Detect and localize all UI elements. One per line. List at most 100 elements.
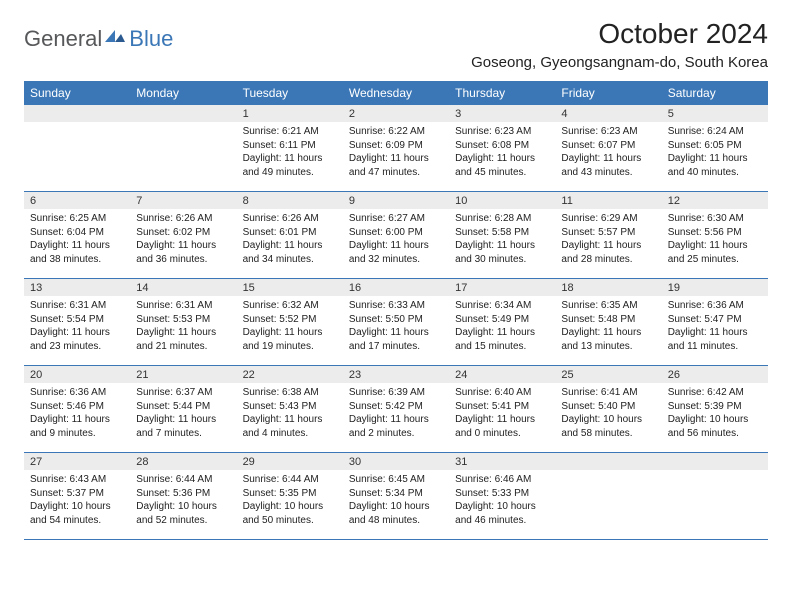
day-details: Sunrise: 6:33 AMSunset: 5:50 PMDaylight:…	[343, 296, 449, 357]
day-cell: 29Sunrise: 6:44 AMSunset: 5:35 PMDayligh…	[237, 453, 343, 539]
day-number: 15	[237, 279, 343, 296]
day-cell: 11Sunrise: 6:29 AMSunset: 5:57 PMDayligh…	[555, 192, 661, 278]
day-detail-line: and 21 minutes.	[136, 340, 230, 354]
day-cell	[130, 105, 236, 191]
day-number: 4	[555, 105, 661, 122]
day-detail-line: Sunrise: 6:24 AM	[668, 125, 762, 139]
day-detail-line: Daylight: 11 hours	[243, 152, 337, 166]
day-detail-line: and 50 minutes.	[243, 514, 337, 528]
day-details: Sunrise: 6:24 AMSunset: 6:05 PMDaylight:…	[662, 122, 768, 183]
day-cell: 13Sunrise: 6:31 AMSunset: 5:54 PMDayligh…	[24, 279, 130, 365]
day-detail-line: Sunset: 6:11 PM	[243, 139, 337, 153]
day-cell: 21Sunrise: 6:37 AMSunset: 5:44 PMDayligh…	[130, 366, 236, 452]
day-number-empty	[555, 453, 661, 470]
day-detail-line: and 54 minutes.	[30, 514, 124, 528]
day-detail-line: Daylight: 11 hours	[668, 239, 762, 253]
day-number: 2	[343, 105, 449, 122]
day-detail-line: and 2 minutes.	[349, 427, 443, 441]
day-details: Sunrise: 6:34 AMSunset: 5:49 PMDaylight:…	[449, 296, 555, 357]
day-number: 8	[237, 192, 343, 209]
day-detail-line: Sunset: 6:05 PM	[668, 139, 762, 153]
day-detail-line: Daylight: 11 hours	[455, 152, 549, 166]
day-cell: 8Sunrise: 6:26 AMSunset: 6:01 PMDaylight…	[237, 192, 343, 278]
day-detail-line: Daylight: 10 hours	[455, 500, 549, 514]
day-number-empty	[24, 105, 130, 122]
day-detail-line: Sunset: 5:36 PM	[136, 487, 230, 501]
day-cell: 18Sunrise: 6:35 AMSunset: 5:48 PMDayligh…	[555, 279, 661, 365]
day-cell: 31Sunrise: 6:46 AMSunset: 5:33 PMDayligh…	[449, 453, 555, 539]
day-detail-line: Daylight: 11 hours	[243, 326, 337, 340]
day-cell: 22Sunrise: 6:38 AMSunset: 5:43 PMDayligh…	[237, 366, 343, 452]
day-detail-line: Sunrise: 6:43 AM	[30, 473, 124, 487]
day-detail-line: and 40 minutes.	[668, 166, 762, 180]
day-detail-line: and 7 minutes.	[136, 427, 230, 441]
day-detail-line: Sunset: 5:57 PM	[561, 226, 655, 240]
day-detail-line: Sunset: 5:33 PM	[455, 487, 549, 501]
day-cell: 23Sunrise: 6:39 AMSunset: 5:42 PMDayligh…	[343, 366, 449, 452]
day-number: 26	[662, 366, 768, 383]
day-details: Sunrise: 6:21 AMSunset: 6:11 PMDaylight:…	[237, 122, 343, 183]
day-details: Sunrise: 6:46 AMSunset: 5:33 PMDaylight:…	[449, 470, 555, 531]
day-header-sat: Saturday	[662, 81, 768, 105]
day-cell	[662, 453, 768, 539]
day-details: Sunrise: 6:28 AMSunset: 5:58 PMDaylight:…	[449, 209, 555, 270]
day-detail-line: Sunrise: 6:39 AM	[349, 386, 443, 400]
day-detail-line: Daylight: 11 hours	[30, 239, 124, 253]
calendar-page: General Blue October 2024 Goseong, Gyeon…	[0, 0, 792, 558]
logo: General Blue	[24, 26, 173, 52]
day-cell: 4Sunrise: 6:23 AMSunset: 6:07 PMDaylight…	[555, 105, 661, 191]
day-details: Sunrise: 6:37 AMSunset: 5:44 PMDaylight:…	[130, 383, 236, 444]
day-detail-line: and 52 minutes.	[136, 514, 230, 528]
day-number: 6	[24, 192, 130, 209]
day-detail-line: and 23 minutes.	[30, 340, 124, 354]
day-detail-line: Daylight: 11 hours	[30, 413, 124, 427]
day-header-mon: Monday	[130, 81, 236, 105]
day-cell: 24Sunrise: 6:40 AMSunset: 5:41 PMDayligh…	[449, 366, 555, 452]
day-detail-line: Sunset: 5:37 PM	[30, 487, 124, 501]
day-detail-line: and 30 minutes.	[455, 253, 549, 267]
day-number: 31	[449, 453, 555, 470]
day-detail-line: and 13 minutes.	[561, 340, 655, 354]
day-headers: Sunday Monday Tuesday Wednesday Thursday…	[24, 81, 768, 105]
day-header-sun: Sunday	[24, 81, 130, 105]
day-detail-line: Sunrise: 6:36 AM	[30, 386, 124, 400]
week-row: 13Sunrise: 6:31 AMSunset: 5:54 PMDayligh…	[24, 279, 768, 366]
day-details: Sunrise: 6:35 AMSunset: 5:48 PMDaylight:…	[555, 296, 661, 357]
calendar: Sunday Monday Tuesday Wednesday Thursday…	[24, 81, 768, 540]
day-header-fri: Friday	[555, 81, 661, 105]
day-detail-line: Daylight: 11 hours	[561, 152, 655, 166]
day-detail-line: Sunset: 5:53 PM	[136, 313, 230, 327]
day-number: 9	[343, 192, 449, 209]
day-detail-line: Daylight: 10 hours	[30, 500, 124, 514]
day-detail-line: and 17 minutes.	[349, 340, 443, 354]
day-details: Sunrise: 6:36 AMSunset: 5:47 PMDaylight:…	[662, 296, 768, 357]
day-cell: 3Sunrise: 6:23 AMSunset: 6:08 PMDaylight…	[449, 105, 555, 191]
day-detail-line: Sunrise: 6:33 AM	[349, 299, 443, 313]
day-cell: 9Sunrise: 6:27 AMSunset: 6:00 PMDaylight…	[343, 192, 449, 278]
day-detail-line: Sunrise: 6:25 AM	[30, 212, 124, 226]
day-cell	[555, 453, 661, 539]
day-detail-line: Sunrise: 6:23 AM	[455, 125, 549, 139]
day-detail-line: Sunrise: 6:29 AM	[561, 212, 655, 226]
day-cell: 10Sunrise: 6:28 AMSunset: 5:58 PMDayligh…	[449, 192, 555, 278]
logo-flag-icon	[105, 28, 125, 51]
day-details: Sunrise: 6:43 AMSunset: 5:37 PMDaylight:…	[24, 470, 130, 531]
day-detail-line: Daylight: 11 hours	[561, 239, 655, 253]
day-number: 19	[662, 279, 768, 296]
day-detail-line: Daylight: 11 hours	[668, 152, 762, 166]
day-details: Sunrise: 6:39 AMSunset: 5:42 PMDaylight:…	[343, 383, 449, 444]
day-detail-line: and 36 minutes.	[136, 253, 230, 267]
day-detail-line: and 46 minutes.	[455, 514, 549, 528]
day-number: 5	[662, 105, 768, 122]
day-details: Sunrise: 6:36 AMSunset: 5:46 PMDaylight:…	[24, 383, 130, 444]
day-detail-line: Sunrise: 6:21 AM	[243, 125, 337, 139]
day-number: 23	[343, 366, 449, 383]
day-detail-line: Sunset: 5:42 PM	[349, 400, 443, 414]
day-header-wed: Wednesday	[343, 81, 449, 105]
day-cell: 19Sunrise: 6:36 AMSunset: 5:47 PMDayligh…	[662, 279, 768, 365]
weeks-container: 1Sunrise: 6:21 AMSunset: 6:11 PMDaylight…	[24, 105, 768, 540]
day-number: 20	[24, 366, 130, 383]
day-detail-line: Sunrise: 6:26 AM	[136, 212, 230, 226]
day-detail-line: Daylight: 11 hours	[349, 326, 443, 340]
day-details: Sunrise: 6:31 AMSunset: 5:54 PMDaylight:…	[24, 296, 130, 357]
